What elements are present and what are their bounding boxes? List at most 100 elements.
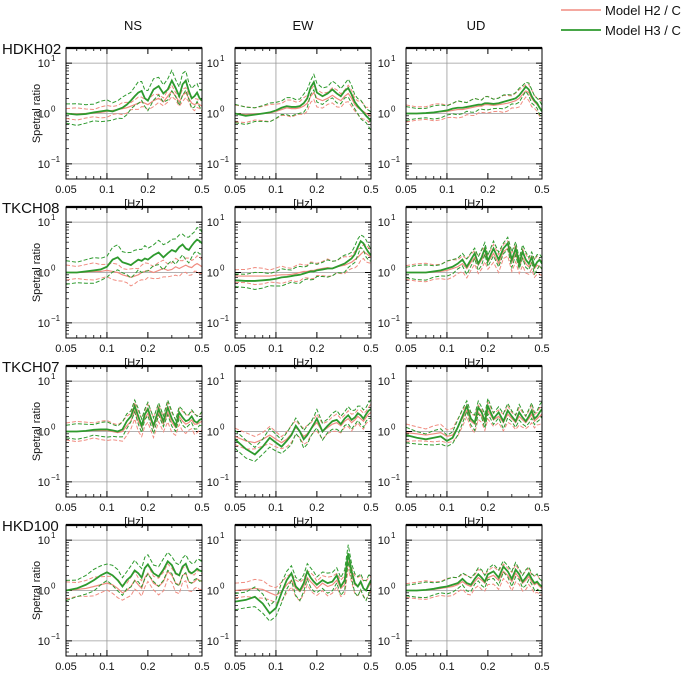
y-tick-exponent: 0 <box>220 582 225 591</box>
series-h3-mean <box>406 403 542 442</box>
y-tick-label: 10 <box>378 268 390 280</box>
x-tick-label: 0.5 <box>363 184 378 196</box>
x-axis-label: [Hz] <box>464 198 484 210</box>
y-tick-label: 10 <box>207 58 219 70</box>
y-tick-label: 10 <box>38 217 50 229</box>
x-tick-label: 0.2 <box>309 502 324 514</box>
y-axis-label: Spetral ratio <box>31 243 43 302</box>
y-tick-label: 10 <box>38 159 50 171</box>
y-tick-exponent: 1 <box>51 54 56 63</box>
x-tick-label: 0.5 <box>363 343 378 355</box>
y-tick-label: 10 <box>378 636 390 648</box>
column-header-ns: NS <box>124 18 142 33</box>
y-tick-label: 10 <box>378 109 390 121</box>
series-h2-mean <box>235 250 371 277</box>
y-tick-label: 10 <box>38 477 50 489</box>
series-h2-mean <box>66 408 202 434</box>
y-tick-exponent: 1 <box>51 372 56 381</box>
series-h3-mean <box>406 564 542 592</box>
x-tick-label: 0.1 <box>99 184 114 196</box>
y-tick-exponent: 0 <box>220 423 225 432</box>
series-h2-upper <box>406 240 542 267</box>
series-h2-lower <box>66 270 202 287</box>
y-tick-label: 10 <box>38 58 50 70</box>
series-h3-mean <box>406 85 542 115</box>
station-label-tkch07: TKCH07 <box>2 359 60 376</box>
series-h2-mean <box>406 570 542 592</box>
x-tick-label: 0.05 <box>224 184 245 196</box>
column-header-ew: EW <box>293 18 315 33</box>
x-tick-label: 0.5 <box>194 502 209 514</box>
series-h3-upper <box>235 399 371 449</box>
y-tick-label: 10 <box>207 376 219 388</box>
y-tick-exponent: 0 <box>391 105 396 114</box>
y-tick-exponent: 0 <box>391 423 396 432</box>
series-h2-lower <box>235 257 371 286</box>
series-h2-upper <box>235 403 371 438</box>
series-h2-lower <box>235 568 371 604</box>
series-h3-upper <box>66 551 202 581</box>
series-h3-lower <box>66 89 202 126</box>
y-tick-label: 10 <box>38 636 50 648</box>
y-tick-label: 10 <box>378 58 390 70</box>
x-tick-label: 0.1 <box>439 343 454 355</box>
y-tick-exponent: −1 <box>220 155 230 164</box>
series-h2-lower <box>66 417 202 443</box>
x-tick-label: 0.2 <box>309 184 324 196</box>
y-tick-label: 10 <box>38 318 50 330</box>
x-axis-label: [Hz] <box>464 516 484 528</box>
y-axis-label: Spetral ratio <box>31 402 43 461</box>
series-h3-lower <box>66 569 202 602</box>
y-tick-exponent: 1 <box>51 213 56 222</box>
series-h2-lower <box>235 420 371 450</box>
y-tick-exponent: −1 <box>220 314 230 323</box>
y-tick-exponent: 0 <box>51 423 56 432</box>
x-tick-label: 0.05 <box>395 661 416 673</box>
x-tick-label: 0.5 <box>194 343 209 355</box>
y-tick-exponent: −1 <box>391 155 401 164</box>
y-tick-label: 10 <box>207 109 219 121</box>
series-h3-lower <box>66 410 202 440</box>
series-h2-lower <box>406 577 542 600</box>
y-tick-exponent: 0 <box>51 264 56 273</box>
y-tick-label: 10 <box>378 586 390 598</box>
y-tick-exponent: 0 <box>391 264 396 273</box>
y-tick-exponent: 0 <box>220 264 225 273</box>
x-tick-label: 0.05 <box>395 184 416 196</box>
y-tick-exponent: −1 <box>391 314 401 323</box>
y-tick-label: 10 <box>38 109 50 121</box>
series-h2-lower <box>406 96 542 123</box>
series-h3-mean <box>235 239 371 282</box>
x-tick-label: 0.5 <box>194 184 209 196</box>
y-tick-exponent: −1 <box>220 632 230 641</box>
x-tick-label: 0.1 <box>439 661 454 673</box>
y-tick-exponent: 1 <box>220 54 225 63</box>
column-header-ud: UD <box>467 18 486 33</box>
series-h3-mean <box>66 78 202 116</box>
x-axis-label: [Hz] <box>464 357 484 369</box>
series-h3-upper <box>66 69 202 106</box>
x-axis-label: [Hz] <box>124 516 144 528</box>
y-axis-label: Spetral ratio <box>31 84 43 143</box>
y-tick-label: 10 <box>207 535 219 547</box>
x-tick-label: 0.1 <box>99 661 114 673</box>
series-h3-lower <box>406 409 542 448</box>
y-tick-exponent: 1 <box>391 54 396 63</box>
y-tick-label: 10 <box>207 318 219 330</box>
x-tick-label: 0.1 <box>439 502 454 514</box>
y-tick-label: 10 <box>378 535 390 547</box>
y-tick-label: 10 <box>378 318 390 330</box>
y-tick-label: 10 <box>38 586 50 598</box>
x-tick-label: 0.05 <box>55 502 76 514</box>
series-h3-upper <box>66 398 202 427</box>
x-tick-label: 0.05 <box>224 502 245 514</box>
y-tick-exponent: 0 <box>391 582 396 591</box>
series-h2-upper <box>406 400 542 431</box>
x-tick-label: 0.1 <box>268 184 283 196</box>
